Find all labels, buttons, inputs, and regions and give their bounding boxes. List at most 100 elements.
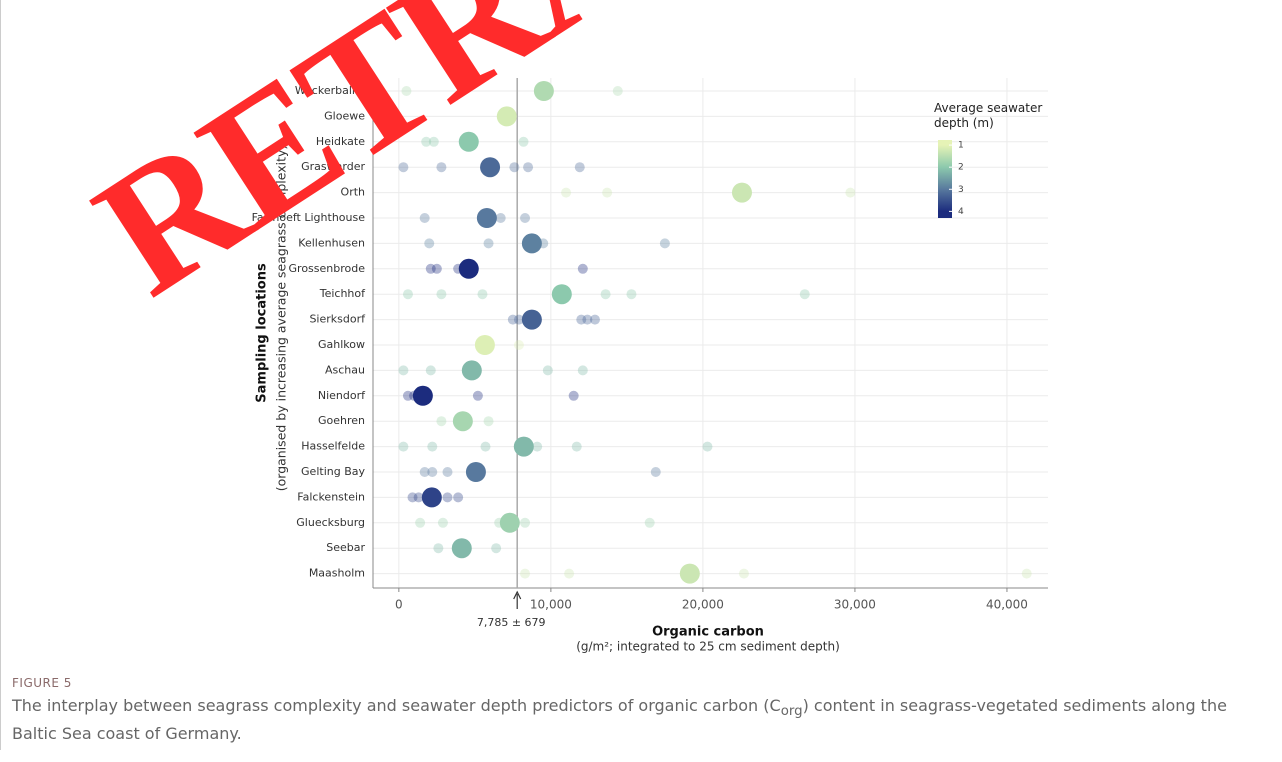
sample-point	[518, 136, 529, 147]
sample-point	[428, 136, 439, 147]
sample-point	[453, 492, 464, 503]
y-tick-label: Kellenhusen	[298, 236, 365, 249]
mean-point	[412, 385, 433, 406]
mean-point	[421, 487, 442, 508]
sample-point	[520, 568, 531, 579]
mean-point	[513, 436, 534, 457]
sample-point	[477, 289, 488, 300]
sample-point	[419, 213, 430, 223]
sample-point	[495, 213, 506, 223]
sample-point	[442, 492, 453, 503]
sample-point	[398, 441, 409, 452]
sample-point	[542, 365, 553, 376]
x-tick-label: 30,000	[834, 598, 876, 612]
y-tick-label: Falckenstein	[297, 490, 365, 503]
sample-point	[483, 238, 494, 249]
sample-point	[612, 86, 623, 96]
y-tick-label: Seebar	[326, 541, 365, 554]
mean-point	[458, 258, 479, 279]
mean-point	[496, 106, 517, 127]
caption-text: ) content in seagrass-vegetated sediment…	[12, 696, 1227, 744]
sample-point	[401, 86, 412, 96]
figure-label: FIGURE 5	[12, 676, 72, 690]
legend-title: Average seawater depth (m)	[934, 101, 1043, 130]
reference-arrowhead	[513, 590, 522, 600]
mean-point	[533, 81, 554, 101]
sample-point	[402, 390, 413, 401]
mean-point	[461, 360, 482, 381]
colorbar-tick-label: 3	[958, 185, 964, 195]
sample-point	[424, 238, 435, 249]
watermark: RETRACTED	[63, 0, 1078, 333]
caption-subscript: org	[780, 704, 803, 720]
mean-point	[465, 462, 486, 482]
x-axis-title: Organic carbon	[652, 625, 764, 640]
sample-point	[568, 390, 579, 401]
mean-point	[679, 563, 700, 584]
sample-point	[398, 365, 409, 376]
page-edge	[0, 0, 1, 750]
sample-point	[845, 187, 856, 198]
sample-point	[407, 492, 418, 503]
sample-point	[437, 517, 448, 528]
sample-point	[491, 543, 502, 554]
sample-point	[513, 314, 524, 325]
sample-point	[564, 568, 575, 579]
y-tick-label: Aschau	[325, 363, 365, 376]
sample-point	[415, 517, 426, 528]
sample-point	[436, 416, 447, 427]
y-tick-label: Graswarder	[301, 160, 365, 173]
sample-point	[582, 314, 593, 325]
sample-point	[626, 289, 637, 300]
mean-point	[476, 208, 497, 228]
sample-point	[799, 289, 810, 300]
sample-point	[1021, 568, 1032, 579]
y-tick-label: Niendorf	[318, 389, 366, 402]
sample-point	[650, 467, 661, 477]
mean-point	[474, 335, 495, 355]
sample-point	[571, 441, 582, 452]
sample-point	[509, 162, 520, 173]
chart: 0 10,000 20,000 30,000 40,000 7,785 ± 679 Wack…	[63, 0, 1078, 654]
sample-point	[402, 289, 413, 300]
mean-point	[458, 131, 479, 152]
x-tick-label: 0	[395, 598, 403, 612]
sample-point	[427, 467, 438, 477]
sample-point	[702, 441, 713, 452]
y-axis-subtitle: (organised by increasing average seagras…	[274, 145, 289, 492]
mean-point	[521, 309, 542, 330]
sample-point	[577, 365, 588, 376]
y-tick-label: Gelting Bay	[301, 465, 365, 478]
sample-point	[425, 365, 436, 376]
mean-point	[499, 512, 520, 533]
sample-point	[425, 263, 436, 274]
y-tick-label: Orth	[341, 186, 365, 199]
y-tick-label: Heidkate	[316, 135, 365, 148]
y-tick-label: Grossenbrode	[289, 262, 366, 275]
sample-point	[507, 314, 518, 325]
caption-text: The interplay between seagrass complexit…	[12, 696, 781, 715]
y-tick-label: Gluecksburg	[296, 516, 365, 529]
sample-point	[442, 467, 453, 477]
colorbar-tick-label: 1	[958, 141, 964, 151]
sample-point	[576, 314, 587, 325]
mean-point	[551, 284, 572, 305]
mean-point	[480, 157, 501, 178]
y-tick-label: Goehren	[318, 414, 365, 427]
sample-point	[472, 390, 483, 401]
sample-point	[659, 238, 670, 249]
colorbar-tick-label: 2	[958, 163, 964, 173]
x-axis-subtitle: (g/m²; integrated to 25 cm sediment dept…	[576, 640, 840, 654]
y-tick-label: Gloewe	[324, 109, 365, 122]
sample-point	[480, 441, 491, 452]
sample-point	[433, 543, 444, 554]
colorbar	[938, 140, 952, 218]
x-tick-label: 20,000	[682, 598, 724, 612]
y-tick-label: Maasholm	[309, 567, 365, 580]
sample-point	[602, 187, 613, 198]
sample-point	[561, 187, 572, 198]
sample-point	[589, 314, 600, 325]
sample-point	[644, 517, 655, 528]
figure-caption: The interplay between seagrass complexit…	[12, 695, 1262, 745]
sample-point	[520, 213, 531, 223]
